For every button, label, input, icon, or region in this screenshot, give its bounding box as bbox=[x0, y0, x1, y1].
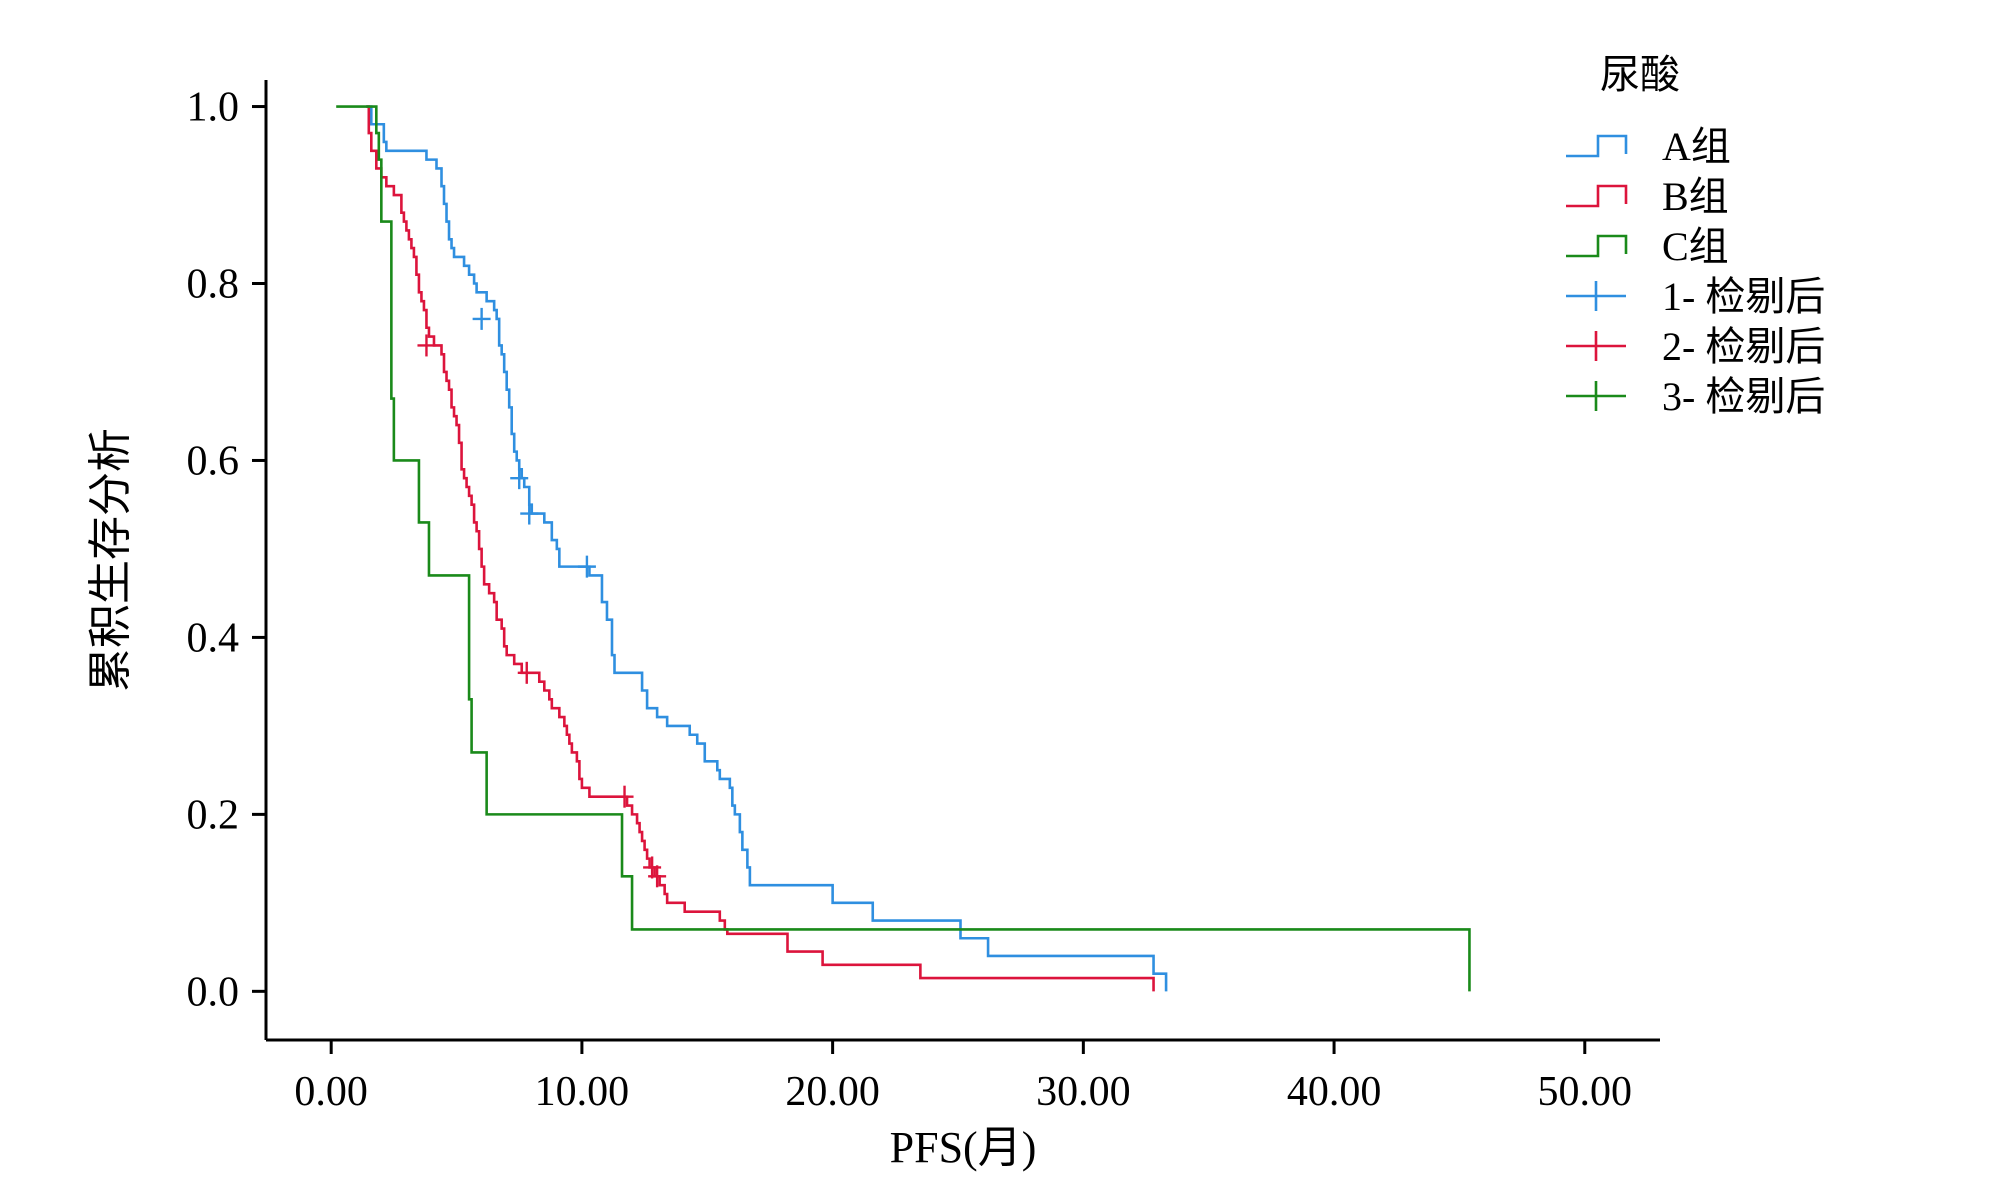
x-tick-label: 20.00 bbox=[785, 1069, 880, 1115]
x-tick-label: 30.00 bbox=[1036, 1069, 1131, 1115]
legend-label: 2- 检剔后 bbox=[1662, 324, 1825, 369]
censor-mark bbox=[615, 785, 634, 808]
x-tick-label: 10.00 bbox=[535, 1069, 630, 1115]
survival-curve bbox=[366, 105, 1155, 992]
legend-label: 1- 检剔后 bbox=[1662, 274, 1825, 319]
legend-title: 尿酸 bbox=[1600, 52, 1680, 97]
legend-entry: A组 bbox=[1566, 124, 1731, 169]
legend-entry: 3- 检剔后 bbox=[1566, 374, 1825, 419]
censor-mark bbox=[417, 334, 436, 357]
legend: 尿酸 A组 B组 C组 1- 检剔后 2- 检剔后 3- 检剔后 bbox=[1566, 52, 1825, 419]
censor-mark bbox=[472, 307, 491, 330]
y-tick-label: 0.6 bbox=[187, 438, 240, 484]
x-tick-label: 0.00 bbox=[294, 1069, 368, 1115]
censor-mark bbox=[520, 502, 539, 525]
y-tick-label: 0.2 bbox=[187, 792, 240, 838]
censor-mark bbox=[577, 555, 596, 578]
censor-mark bbox=[648, 865, 667, 888]
series-group bbox=[336, 105, 1471, 992]
x-ticks: 0.00 10.00 20.00 30.00 40.00 50.00 bbox=[294, 1040, 1632, 1115]
legend-label: A组 bbox=[1662, 124, 1731, 169]
y-tick-label: 0.0 bbox=[187, 969, 240, 1015]
x-axis-title: PFS(月) bbox=[890, 1123, 1037, 1172]
series-1 bbox=[366, 105, 1168, 992]
series-2 bbox=[366, 105, 1155, 992]
y-axis-title: 累积生存分析 bbox=[86, 428, 135, 692]
survival-curve bbox=[336, 105, 1471, 992]
legend-label: C组 bbox=[1662, 224, 1729, 269]
survival-curve bbox=[366, 105, 1168, 992]
censor-mark bbox=[517, 661, 536, 684]
y-tick-label: 0.8 bbox=[187, 262, 240, 308]
legend-entry: B组 bbox=[1566, 174, 1729, 219]
series-3 bbox=[336, 105, 1471, 992]
legend-entry: 2- 检剔后 bbox=[1566, 324, 1825, 369]
y-ticks: 0.0 0.2 0.4 0.6 0.8 1.0 bbox=[187, 85, 266, 1015]
legend-label: B组 bbox=[1662, 174, 1729, 219]
y-tick-label: 0.4 bbox=[187, 615, 240, 661]
x-tick-label: 50.00 bbox=[1538, 1069, 1633, 1115]
censor-mark bbox=[510, 467, 529, 490]
y-tick-label: 1.0 bbox=[187, 85, 240, 131]
legend-step-symbol bbox=[1566, 134, 1628, 158]
plot-area: 0.00 10.00 20.00 30.00 40.00 50.00 0.00.20.40… bbox=[187, 80, 1660, 1115]
legend-entries: A组 B组 C组 1- 检剔后 2- 检剔后 3- 检剔后 bbox=[1566, 124, 1825, 419]
x-tick-label: 40.00 bbox=[1287, 1069, 1382, 1115]
legend-label: 3- 检剔后 bbox=[1662, 374, 1825, 419]
legend-entry: C组 bbox=[1566, 224, 1729, 269]
legend-step-symbol bbox=[1566, 184, 1628, 208]
legend-entry: 1- 检剔后 bbox=[1566, 274, 1825, 319]
legend-step-symbol bbox=[1566, 234, 1628, 258]
